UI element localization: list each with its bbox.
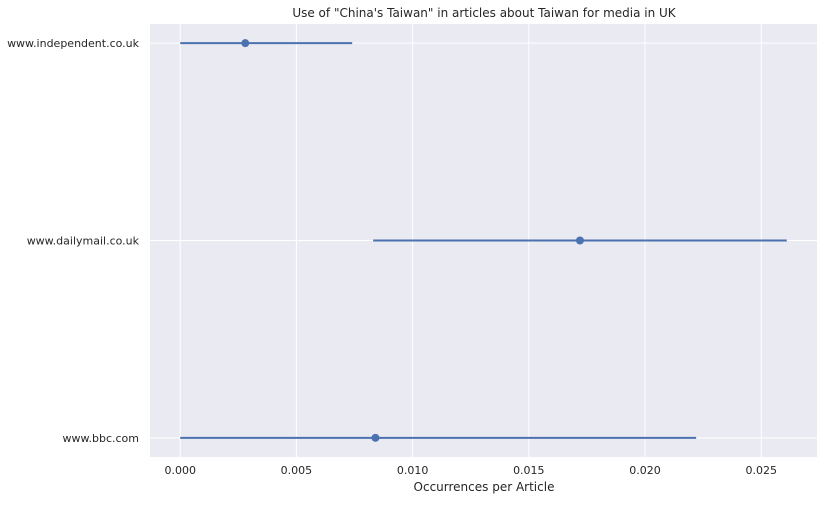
x-tick-label: 0.005 <box>281 464 313 477</box>
x-tick-label: 0.010 <box>397 464 429 477</box>
y-category-label: www.bbc.com <box>63 432 139 445</box>
data-point <box>241 39 250 48</box>
x-tick-label: 0.015 <box>513 464 545 477</box>
data-point <box>371 433 380 442</box>
x-tick-label: 0.020 <box>629 464 661 477</box>
y-axis-categories: www.independent.co.uk www.dailymail.co.uk… <box>7 37 140 445</box>
chart-title: Use of "China's Taiwan" in articles abou… <box>292 6 676 20</box>
x-axis-ticks: 0.000 0.005 0.010 0.015 0.020 0.025 <box>164 464 777 477</box>
data-point <box>575 236 584 245</box>
y-category-label: www.dailymail.co.uk <box>27 235 140 248</box>
x-tick-label: 0.025 <box>745 464 777 477</box>
y-category-label: www.independent.co.uk <box>7 37 140 50</box>
data-marks <box>180 39 787 442</box>
x-tick-label: 0.000 <box>164 464 196 477</box>
x-axis-label: Occurrences per Article <box>414 480 555 494</box>
